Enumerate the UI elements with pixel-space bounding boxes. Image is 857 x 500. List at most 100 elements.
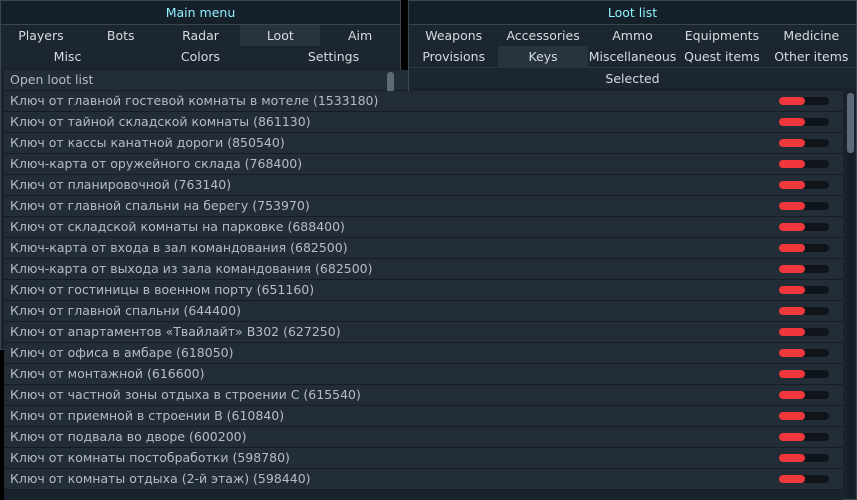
setting-label: Open loot list: [10, 72, 94, 87]
loot-item-toggle[interactable]: [779, 412, 829, 420]
toggle-knob: [779, 328, 805, 336]
toggle-knob: [779, 475, 805, 483]
loot-item-label: Ключ от главной спальни на берегу (75397…: [10, 198, 310, 213]
loot-item-row[interactable]: Ключ от частной зоны отдыха в строении C…: [4, 385, 843, 406]
loot-item-row[interactable]: Ключ от складской комнаты на парковке (6…: [4, 217, 843, 238]
loot-tab-ammo[interactable]: Ammo: [612, 28, 653, 43]
selected-header[interactable]: Selected: [409, 67, 856, 88]
loot-item-toggle[interactable]: [779, 139, 829, 147]
loot-item-label: Ключ-карта от входа в зал командования (…: [10, 240, 348, 255]
loot-item-label: Ключ от тайной складской комнаты (861130…: [10, 114, 311, 129]
loot-item-toggle[interactable]: [779, 181, 829, 189]
loot-item-label: Ключ от офиса в амбаре (618050): [10, 345, 234, 360]
loot-item-row[interactable]: Ключ от комнаты постобработки (598780): [4, 448, 843, 469]
loot-item-label: Ключ от приемной в строении B (610840): [10, 408, 285, 423]
main-menu-tabs-row2: Misc Colors Settings: [1, 46, 400, 67]
loot-item-toggle[interactable]: [779, 265, 829, 273]
loot-item-label: Ключ от складской комнаты на парковке (6…: [10, 219, 345, 234]
toggle-knob: [779, 286, 805, 294]
loot-item-label: Ключ от частной зоны отдыха в строении C…: [10, 387, 361, 402]
loot-item-toggle[interactable]: [779, 370, 829, 378]
main-menu-title: Main menu: [1, 1, 400, 25]
loot-item-toggle[interactable]: [779, 118, 829, 126]
loot-item-toggle[interactable]: [779, 328, 829, 336]
loot-tab-miscellaneous[interactable]: Miscellaneous: [588, 49, 677, 64]
main-tab-loot[interactable]: Loot: [240, 25, 321, 46]
loot-item-row[interactable]: Ключ от апартаментов «Твайлайт» B302 (62…: [4, 322, 843, 343]
loot-list-scroll-thumb[interactable]: [847, 93, 854, 153]
loot-tab-quest-items[interactable]: Quest items: [684, 49, 760, 64]
loot-item-toggle[interactable]: [779, 244, 829, 252]
loot-item-row[interactable]: Ключ от главной спальни (644400): [4, 301, 843, 322]
loot-tab-weapons[interactable]: Weapons: [425, 28, 483, 43]
loot-item-row[interactable]: Ключ от кассы канатной дороги (850540): [4, 133, 843, 154]
loot-tab-medicine[interactable]: Medicine: [783, 28, 840, 43]
main-tab-aim[interactable]: Aim: [347, 28, 373, 43]
loot-item-row[interactable]: Ключ-карта от оружейного склада (768400): [4, 154, 843, 175]
loot-tab-provisions[interactable]: Provisions: [422, 49, 486, 64]
loot-item-label: Ключ от комнаты отдыха (2-й этаж) (59844…: [10, 471, 311, 486]
loot-items-list: Ключ от главной гостевой комнаты в мотел…: [4, 91, 843, 500]
loot-tab-equipments[interactable]: Equipments: [684, 28, 760, 43]
loot-item-toggle[interactable]: [779, 160, 829, 168]
toggle-knob: [779, 118, 805, 126]
loot-item-label: Ключ от главной гостевой комнаты в мотел…: [10, 93, 379, 108]
toggle-knob: [779, 160, 805, 168]
toggle-knob: [779, 223, 805, 231]
toggle-knob: [779, 265, 805, 273]
loot-item-row[interactable]: Ключ от комнаты отдыха (2-й этаж) (59844…: [4, 469, 843, 490]
loot-list-tabs-row1: Weapons Accessories Ammo Equipments Medicine: [409, 25, 856, 46]
toggle-knob: [779, 370, 805, 378]
loot-item-label: Ключ от апартаментов «Твайлайт» B302 (62…: [10, 324, 341, 339]
toggle-knob: [779, 349, 805, 357]
loot-item-row[interactable]: Ключ от гостиницы в военном порту (65116…: [4, 280, 843, 301]
loot-item-toggle[interactable]: [779, 391, 829, 399]
toggle-knob: [779, 454, 805, 462]
toggle-knob: [779, 391, 805, 399]
main-tab-radar[interactable]: Radar: [182, 28, 219, 43]
loot-item-label: Ключ-карта от выхода из зала командовани…: [10, 261, 373, 276]
loot-item-row[interactable]: Ключ-карта от выхода из зала командовани…: [4, 259, 843, 280]
toggle-knob: [779, 433, 805, 441]
loot-item-toggle[interactable]: [779, 286, 829, 294]
loot-item-row[interactable]: Ключ от приемной в строении B (610840): [4, 406, 843, 427]
main-tab-settings[interactable]: Settings: [307, 49, 360, 64]
main-menu-tabs-row1: Players Bots Radar Loot Aim: [1, 25, 400, 46]
loot-item-label: Ключ от комнаты постобработки (598780): [10, 450, 290, 465]
loot-tab-keys[interactable]: Keys: [498, 46, 588, 67]
toggle-knob: [779, 202, 805, 210]
main-tab-colors[interactable]: Colors: [180, 49, 221, 64]
loot-item-row[interactable]: Ключ от тайной складской комнаты (861130…: [4, 112, 843, 133]
loot-item-row[interactable]: Ключ от планировочной (763140): [4, 175, 843, 196]
loot-item-toggle[interactable]: [779, 475, 829, 483]
toggle-knob: [779, 307, 805, 315]
loot-item-toggle[interactable]: [779, 349, 829, 357]
loot-list-tabs-row2: Provisions Keys Miscellaneous Quest items Ot…: [409, 46, 856, 67]
main-tab-misc[interactable]: Misc: [53, 49, 82, 64]
loot-item-row[interactable]: Ключ от монтажной (616600): [4, 364, 843, 385]
loot-item-row[interactable]: Ключ от главной спальни на берегу (75397…: [4, 196, 843, 217]
loot-item-row[interactable]: Ключ от подвала во дворе (600200): [4, 427, 843, 448]
loot-tab-accessories[interactable]: Accessories: [506, 28, 580, 43]
loot-item-label: Ключ от гостиницы в военном порту (65116…: [10, 282, 315, 297]
loot-item-toggle[interactable]: [779, 433, 829, 441]
loot-item-toggle[interactable]: [779, 223, 829, 231]
loot-list-scrollbar[interactable]: [847, 93, 854, 498]
loot-item-label: Ключ от подвала во дворе (600200): [10, 429, 247, 444]
loot-item-row[interactable]: Ключ-карта от входа в зал командования (…: [4, 238, 843, 259]
loot-item-row[interactable]: Ключ от главной гостевой комнаты в мотел…: [4, 91, 843, 112]
loot-item-toggle[interactable]: [779, 454, 829, 462]
toggle-knob: [779, 97, 805, 105]
loot-item-row[interactable]: Ключ от офиса в амбаре (618050): [4, 343, 843, 364]
loot-item-label: Ключ от кассы канатной дороги (850540): [10, 135, 285, 150]
loot-item-toggle[interactable]: [779, 202, 829, 210]
toggle-knob: [779, 181, 805, 189]
loot-tab-other-items[interactable]: Other items: [774, 49, 849, 64]
main-tab-bots[interactable]: Bots: [106, 28, 135, 43]
loot-item-toggle[interactable]: [779, 307, 829, 315]
loot-item-label: Ключ от планировочной (763140): [10, 177, 232, 192]
loot-item-toggle[interactable]: [779, 97, 829, 105]
toggle-knob: [779, 244, 805, 252]
toggle-knob: [779, 139, 805, 147]
main-tab-players[interactable]: Players: [18, 28, 64, 43]
